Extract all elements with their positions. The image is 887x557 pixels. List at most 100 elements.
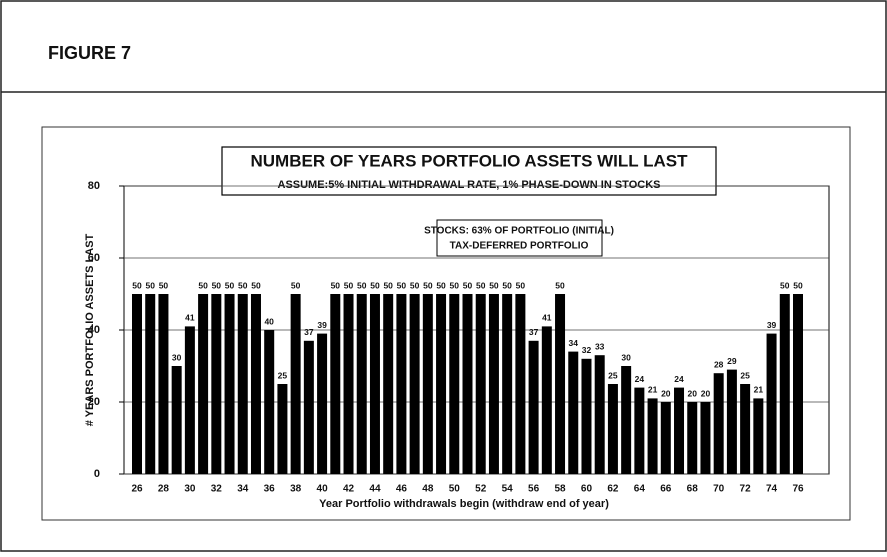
- bar: [396, 294, 407, 474]
- bar: [369, 294, 380, 474]
- data-label: 50: [780, 280, 790, 290]
- bar: [726, 369, 737, 474]
- figure-title: FIGURE 7: [48, 43, 131, 63]
- x-tick-label: 46: [396, 484, 408, 495]
- bar: [634, 387, 645, 474]
- bar: [317, 333, 328, 474]
- data-label: 37: [304, 327, 314, 337]
- title-box: [221, 146, 717, 196]
- bar: [700, 402, 711, 474]
- data-label: 50: [555, 280, 565, 290]
- chart-title: NUMBER OF YEARS PORTFOLIO ASSETS WILL LA…: [251, 151, 689, 170]
- data-label: 25: [608, 370, 618, 380]
- data-label: 50: [502, 280, 512, 290]
- data-label: 50: [793, 280, 803, 290]
- x-tick-label: 76: [792, 484, 804, 495]
- data-label: 50: [198, 280, 208, 290]
- data-label: 50: [410, 280, 420, 290]
- bar: [356, 294, 367, 474]
- bar: [171, 366, 182, 474]
- data-label: 50: [212, 280, 222, 290]
- data-label: 50: [476, 280, 486, 290]
- bar: [793, 294, 803, 474]
- data-label: 39: [767, 320, 777, 330]
- x-tick-label: 70: [713, 484, 725, 495]
- bar: [594, 355, 605, 474]
- bar: [541, 326, 552, 474]
- data-label: 20: [701, 388, 711, 398]
- bar: [462, 294, 473, 474]
- bar: [132, 294, 142, 474]
- y-tick-label: 60: [88, 252, 100, 264]
- x-tick-label: 38: [290, 484, 302, 495]
- x-tick-label: 34: [237, 484, 249, 495]
- x-tick-label: 32: [211, 484, 223, 495]
- x-tick-label: 72: [740, 484, 752, 495]
- bar: [713, 373, 724, 474]
- data-label: 50: [132, 280, 142, 290]
- x-tick-label: 44: [369, 484, 381, 495]
- bar: [779, 294, 790, 474]
- bar: [740, 384, 751, 474]
- bar: [277, 384, 288, 474]
- data-label: 50: [251, 280, 261, 290]
- bar: [674, 387, 685, 474]
- bar: [488, 294, 499, 474]
- x-tick-label: 64: [634, 484, 646, 495]
- data-label: 50: [450, 280, 460, 290]
- annotation-box: [436, 219, 603, 257]
- y-axis-label: # YEARS PORTFOLIO ASSETS LAST: [84, 233, 96, 426]
- bar: [753, 398, 764, 474]
- bar: [687, 402, 698, 474]
- x-tick-label: 68: [687, 484, 699, 495]
- data-label: 50: [370, 280, 380, 290]
- data-label: 30: [621, 352, 631, 362]
- data-label: 28: [714, 359, 724, 369]
- bar: [264, 330, 275, 474]
- data-label: 50: [383, 280, 393, 290]
- y-tick-label: 80: [88, 180, 100, 192]
- data-label: 20: [661, 388, 671, 398]
- data-label: 50: [357, 280, 367, 290]
- annotation: TAX-DEFERRED PORTFOLIO: [450, 241, 589, 252]
- x-tick-label: 66: [660, 484, 672, 495]
- x-tick-label: 54: [502, 484, 514, 495]
- x-tick-label: 26: [131, 484, 143, 495]
- y-tick-label: 20: [88, 396, 100, 408]
- x-tick-label: 42: [343, 484, 355, 495]
- data-label: 50: [516, 280, 526, 290]
- data-label: 39: [317, 320, 327, 330]
- bar: [502, 294, 513, 474]
- data-label: 30: [172, 352, 182, 362]
- x-tick-label: 52: [475, 484, 487, 495]
- data-label: 20: [688, 388, 698, 398]
- y-tick-label: 0: [94, 468, 100, 480]
- bar: [449, 294, 460, 474]
- data-label: 41: [185, 313, 195, 323]
- data-label: 50: [423, 280, 433, 290]
- bar: [250, 294, 261, 474]
- x-tick-label: 48: [422, 484, 434, 495]
- annotation: STOCKS: 63% OF PORTFOLIO (INITIAL): [424, 226, 614, 237]
- bar: [409, 294, 420, 474]
- data-label: 50: [436, 280, 446, 290]
- x-tick-label: 56: [528, 484, 540, 495]
- data-label: 50: [238, 280, 248, 290]
- bar: [555, 294, 566, 474]
- bar: [330, 294, 341, 474]
- data-label: 50: [397, 280, 407, 290]
- data-label: 24: [635, 374, 645, 384]
- data-label: 50: [344, 280, 354, 290]
- data-label: 50: [463, 280, 473, 290]
- data-label: 24: [674, 374, 684, 384]
- data-label: 50: [331, 280, 341, 290]
- data-label: 25: [278, 370, 288, 380]
- x-tick-label: 36: [264, 484, 276, 495]
- bar: [568, 351, 579, 474]
- chart-subtitle: ASSUME:5% INITIAL WITHDRAWAL RATE, 1% PH…: [278, 179, 661, 191]
- x-tick-label: 62: [607, 484, 619, 495]
- bar: [158, 294, 169, 474]
- x-tick-label: 60: [581, 484, 593, 495]
- bar: [237, 294, 248, 474]
